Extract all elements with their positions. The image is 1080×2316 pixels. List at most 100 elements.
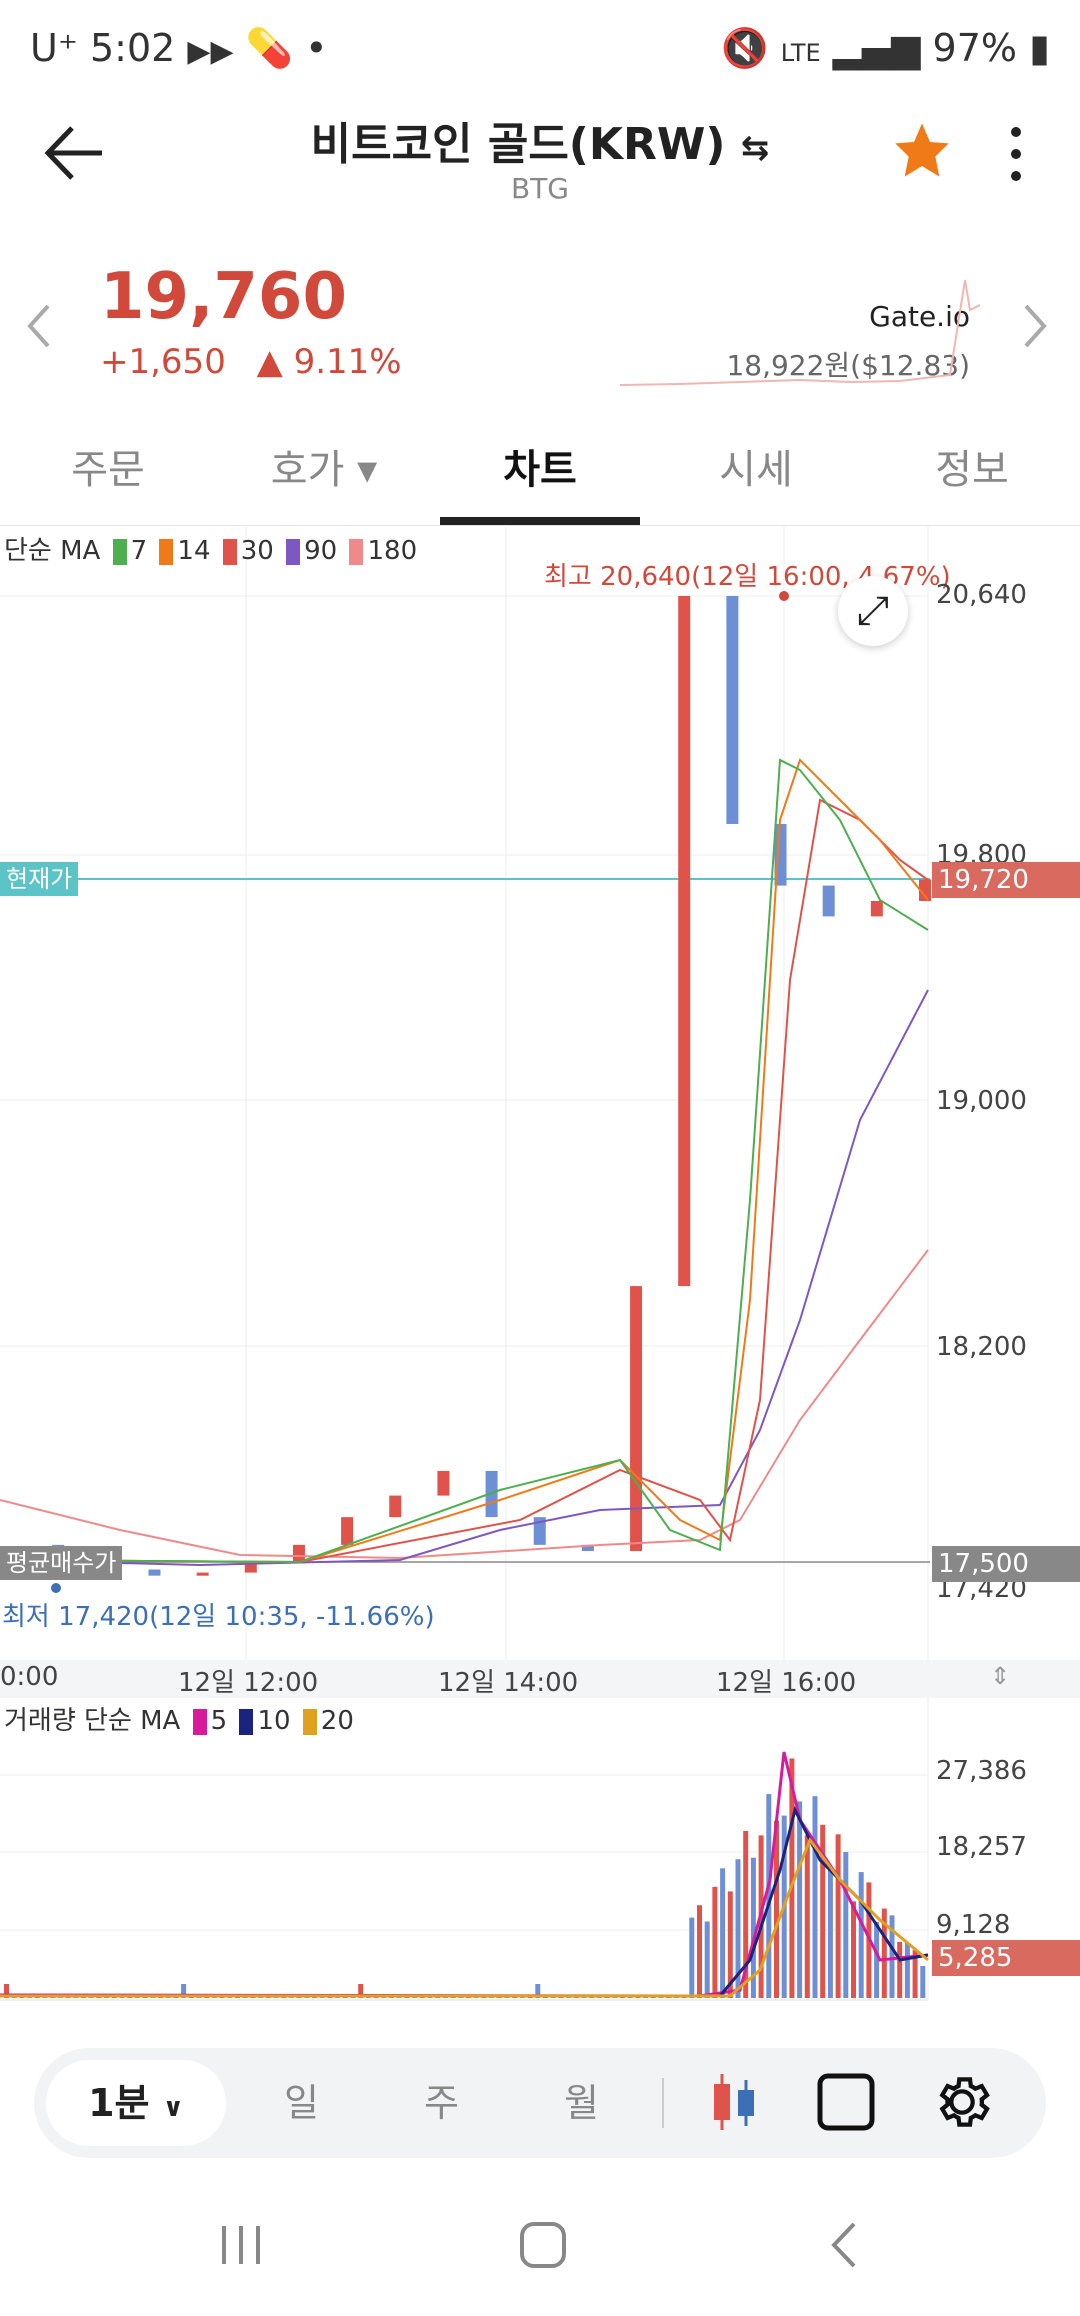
volume-bar [843,1851,849,1998]
settings-button[interactable] [930,2070,994,2138]
volume-bar [897,1941,903,1998]
expand-icon: ⤢ [857,588,889,634]
y-label-4: 18,200 [936,1332,1027,1362]
favorite-star-button[interactable] [890,118,960,188]
volume-bar [766,1794,772,1998]
volume-bar [720,1868,726,1998]
vol-ma-20-swatch [302,1708,317,1735]
x-label-2: 12일 12:00 [178,1668,319,1698]
period-selector[interactable]: 1분 ∨ [46,2060,226,2146]
mini-chart [620,279,980,386]
volume-bar [851,1901,856,1998]
volume-bar [743,1830,749,1998]
ma-180-line [0,1249,929,1560]
candle-type-button[interactable] [706,2070,762,2138]
tab-order[interactable]: 주문 [71,447,145,493]
volume-bar [697,1905,702,1998]
exchange-name: Gate.io [869,300,970,333]
battery-text: 97% [932,26,1017,70]
volume-bar [881,1908,887,1998]
signal-icon: ▂▄▆ [832,26,921,70]
back-button[interactable] [40,118,120,198]
volume-bar [812,1796,818,1998]
ticker-symbol: BTG [510,172,569,205]
volume-bar [904,1942,910,1998]
page-title: 비트코인 골드(KRW) ⇆ [310,119,770,170]
chart-resize-handle[interactable]: ⇕ [990,1662,1011,1690]
vol-label-3: 9,128 [936,1910,1011,1940]
tab-indicator [440,517,640,525]
layout-button[interactable] [816,2072,876,2136]
expand-chart-button[interactable]: ⤢ [838,576,908,646]
home-icon [520,2222,566,2268]
dot-icon: • [305,26,328,70]
ma-7-swatch [112,538,127,565]
candlestick-icon [714,2074,754,2130]
x-label-1: 0:00 [0,1662,59,1692]
vol-ma-10-line [0,1805,929,1998]
volume-bar [789,1758,795,1998]
mute-icon: 🔇 [721,26,769,70]
volume-bar [920,1966,926,1998]
period-month[interactable]: 월 [564,2081,599,2125]
volume-bar [774,1820,779,1998]
candle [870,900,883,917]
chevron-left-icon [27,304,50,348]
ma-180-swatch [349,538,364,565]
system-back-button[interactable] [820,2220,870,2274]
x-label-4: 12일 16:00 [716,1668,857,1698]
more-menu-button[interactable] [1006,122,1036,192]
volume-bar [835,1834,841,1998]
system-nav-bar [0,2180,1080,2316]
tab-quotes[interactable]: 시세 [719,447,793,493]
toolbar-divider [662,2078,664,2128]
vol-ma-5-swatch [192,1708,207,1735]
candles [52,596,931,1576]
volume-bar [804,1835,810,1998]
current-price-axis-badge: 19,720 [932,862,1080,898]
vol-ma-10-swatch [239,1708,254,1735]
volume-bar [689,1917,695,1998]
low-marker [51,1583,61,1593]
price-chart[interactable] [0,527,1080,2007]
vol-ma-20-line [0,1836,929,1998]
volume-bar [820,1824,826,1998]
next-coin-button[interactable] [1020,296,1060,356]
low-label: 최저 17,420(12일 10:35, -11.66%) [2,1602,435,1632]
lte-label: LTE [780,39,821,67]
candle [292,1544,305,1564]
square-icon [817,2073,875,2131]
high-marker [779,591,789,601]
home-button[interactable] [518,2220,568,2274]
recent-apps-button[interactable] [216,2220,266,2274]
volume-legend: 거래량 단순 MA 5 10 20 [4,1706,354,1736]
prev-coin-button[interactable] [24,296,64,356]
recent-apps-icon [222,2226,260,2264]
battery-icon: ▮ [1029,26,1050,70]
candle [196,1572,209,1576]
period-day[interactable]: 일 [284,2081,319,2125]
current-price: 19,760 [100,260,347,334]
tab-chart[interactable]: 차트 [503,447,577,493]
candle [389,1495,402,1518]
tab-info[interactable]: 정보 [935,447,1009,493]
tab-bar: 주문 호가 ▾ 차트 시세 정보 [0,420,1080,526]
candle [630,1286,643,1552]
volume-bar [797,1801,803,1998]
candle [341,1517,354,1545]
candle [678,596,691,1287]
ma-14-line [0,758,929,1564]
volume-bar [750,1857,756,1998]
period-week[interactable]: 주 [424,2081,459,2125]
candle [533,1517,546,1545]
tab-orderbook[interactable]: 호가 ▾ [270,447,378,493]
volume-bar [858,1872,864,1998]
candle [244,1563,257,1573]
candle [919,879,931,901]
volume-bar [712,1886,718,1998]
x-label-3: 12일 14:00 [438,1668,579,1698]
chevron-right-icon [1024,304,1047,348]
ma-90-line [0,989,929,1567]
volume-bar [735,1859,741,1998]
swap-icon[interactable]: ⇆ [740,128,770,168]
